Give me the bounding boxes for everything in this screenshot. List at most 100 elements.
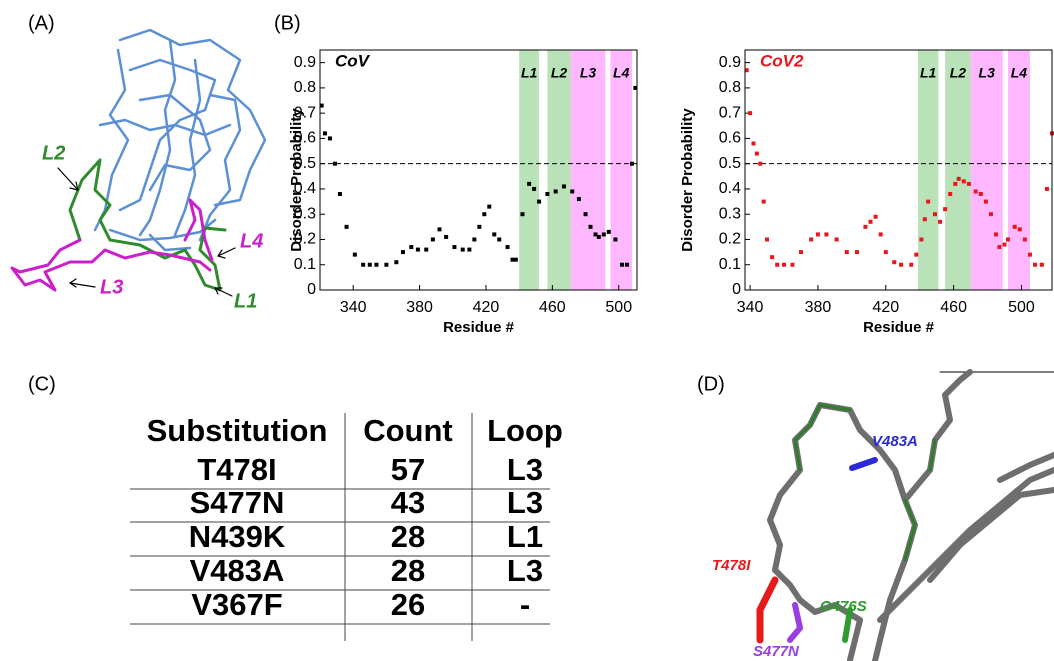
data-point <box>919 237 924 242</box>
chart-title: CoV2 <box>760 51 804 70</box>
y-tick-label: 0.6 <box>294 130 316 147</box>
y-tick-label: 0.7 <box>719 104 741 121</box>
data-point <box>606 229 611 234</box>
data-point <box>775 262 780 267</box>
data-point <box>452 245 457 250</box>
data-point <box>961 179 966 184</box>
data-point <box>815 232 820 237</box>
data-point <box>770 255 775 260</box>
y-tick-label: 0.2 <box>719 231 741 248</box>
protein-backbone <box>93 28 267 252</box>
data-point <box>744 68 749 73</box>
data-point <box>527 181 532 186</box>
table-cell: V367F <box>191 587 282 622</box>
data-point <box>782 262 787 267</box>
y-tick-label: 0 <box>732 281 741 298</box>
y-tick-label: 0.1 <box>719 256 741 273</box>
data-point <box>583 212 588 217</box>
data-point <box>352 252 357 257</box>
residue-label: S477N <box>753 643 800 660</box>
y-tick-label: 0.9 <box>294 54 316 71</box>
data-point <box>1033 262 1038 267</box>
data-point <box>613 237 618 242</box>
data-point <box>1039 262 1044 267</box>
backbone-highlight <box>793 403 937 562</box>
data-point <box>497 237 502 242</box>
y-tick-label: 0.3 <box>719 205 741 222</box>
plot-frame <box>744 49 1053 291</box>
data-point <box>1005 237 1010 242</box>
residue <box>787 602 803 643</box>
data-point <box>400 250 405 255</box>
data-point <box>437 227 442 232</box>
loop-region <box>570 50 606 290</box>
x-axis-title: Residue # <box>863 319 935 336</box>
data-point <box>630 161 635 166</box>
data-point <box>983 199 988 204</box>
data-point <box>482 212 487 217</box>
y-axis-title: Disorder Probability <box>288 108 305 252</box>
data-point <box>878 232 883 237</box>
y-tick-label: 0.8 <box>719 79 741 96</box>
data-point <box>1002 242 1007 247</box>
loop-backbone <box>183 198 214 262</box>
data-point <box>914 252 919 257</box>
data-point <box>938 219 943 224</box>
panel-label: (D) <box>697 373 725 395</box>
data-point <box>754 151 759 156</box>
loop-region <box>918 50 939 290</box>
table-cell: L3 <box>507 553 543 588</box>
table-cell: V483A <box>190 553 285 588</box>
data-point <box>966 181 971 186</box>
data-point <box>824 232 829 237</box>
table-cell: 43 <box>391 485 425 520</box>
table-cell: L3 <box>507 485 543 520</box>
data-point <box>798 250 803 255</box>
data-point <box>430 237 435 242</box>
table-header: Count <box>363 413 453 448</box>
data-point <box>520 212 525 217</box>
data-point <box>943 207 948 212</box>
data-point <box>1027 252 1032 257</box>
panel-label: (C) <box>28 373 56 395</box>
data-point <box>620 262 625 267</box>
data-point <box>487 204 492 209</box>
data-point <box>505 245 510 250</box>
data-point <box>988 212 993 217</box>
data-point <box>537 199 542 204</box>
data-point <box>460 247 465 252</box>
x-tick-label: 500 <box>1008 299 1035 316</box>
region-label: L4 <box>1011 65 1028 81</box>
data-point <box>953 181 958 186</box>
chart-title: CoV <box>335 51 371 70</box>
y-axis-title: Disorder Probability <box>679 108 696 252</box>
data-point <box>553 189 558 194</box>
x-tick-label: 340 <box>737 299 764 316</box>
data-point <box>327 136 332 141</box>
data-point <box>978 192 983 196</box>
data-point <box>1017 227 1022 232</box>
table-header: Substitution <box>147 413 328 448</box>
data-point <box>883 250 888 255</box>
data-point <box>997 245 1002 250</box>
table-cell: T478I <box>197 452 276 487</box>
loop-region <box>945 50 971 290</box>
data-point <box>319 103 324 108</box>
x-tick-label: 460 <box>539 299 566 316</box>
data-point <box>532 186 537 191</box>
y-tick-label: 0.5 <box>294 155 316 172</box>
data-point <box>994 232 999 237</box>
y-tick-label: 0.9 <box>719 54 741 71</box>
table-cell: - <box>520 587 530 622</box>
data-point <box>926 199 931 204</box>
data-point <box>601 232 606 237</box>
data-point <box>576 197 581 202</box>
data-point <box>854 250 859 255</box>
data-point <box>748 111 753 116</box>
x-axis-title: Residue # <box>443 319 515 336</box>
loop-region <box>1007 50 1030 290</box>
data-point <box>384 262 389 267</box>
x-tick-label: 420 <box>872 299 899 316</box>
data-point <box>873 214 878 219</box>
